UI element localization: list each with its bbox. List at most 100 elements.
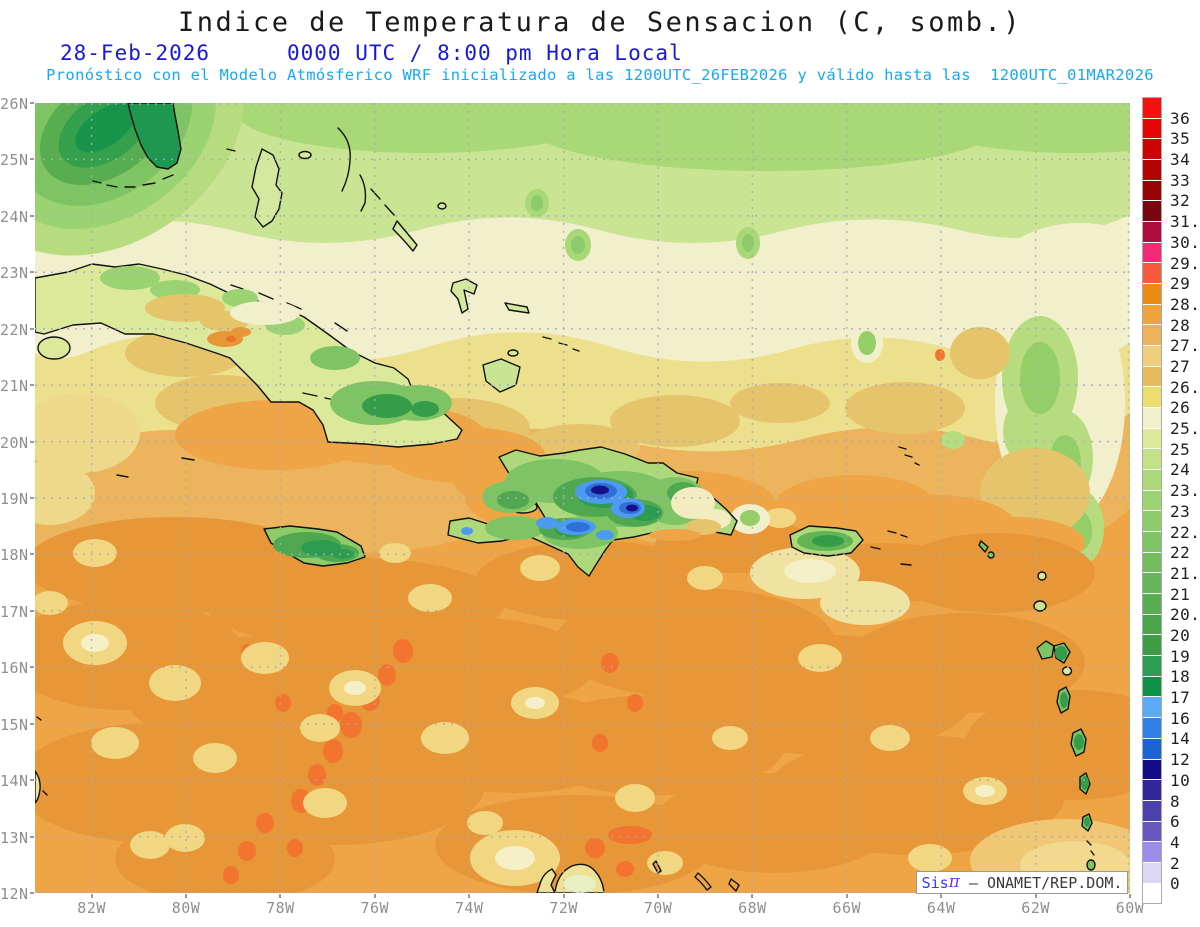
colorbar-tick-label: 23 (1170, 501, 1191, 521)
colorbar-cell (1143, 594, 1161, 615)
colorbar-cell (1143, 325, 1161, 347)
andros-island (251, 148, 283, 228)
colorbar-tick-label: 28.5 (1170, 294, 1200, 314)
colorbar-cell (1143, 428, 1161, 450)
lat-label: 14N (0, 772, 29, 791)
colorbar-tick-label: 26 (1170, 398, 1191, 418)
lon-label: 70W (643, 899, 673, 917)
heat-index-colorbar (1142, 97, 1162, 904)
colorbar-tick-label: 20 (1170, 626, 1191, 645)
colorbar-cell (1143, 635, 1161, 657)
colorbar-tick-label: 8 (1170, 791, 1181, 811)
southwest-pale-patches (35, 393, 140, 525)
colorbar-cell (1143, 387, 1161, 409)
lon-tick (279, 894, 282, 898)
exuma-cays (370, 188, 395, 216)
st-kitts (978, 540, 989, 553)
guajira-coast (536, 868, 557, 893)
lat-label: 21N (0, 377, 29, 396)
colorbar-tick-label: 36 (1170, 108, 1191, 128)
florida-cold-plume (35, 103, 245, 256)
lesser-antilles-terrain (1055, 646, 1090, 827)
bimini (226, 148, 236, 152)
cayman-islands (116, 457, 195, 478)
nevis (987, 551, 995, 559)
colorbar-tick-label: 27.5 (1170, 336, 1200, 356)
colorbar-cell (1143, 180, 1161, 202)
lat-label: 26N (0, 95, 29, 113)
colorbar-cell (1143, 449, 1161, 471)
puerto-rico-terrain (797, 531, 853, 551)
colorbar-cell (1143, 883, 1161, 904)
lat-tick (30, 892, 34, 894)
lon-label: 64W (926, 899, 956, 917)
colorbar-cell (1143, 552, 1161, 574)
colorbar-tick-label: 17 (1170, 688, 1191, 708)
grenada (1086, 859, 1096, 871)
colorbar-cell (1143, 676, 1161, 698)
eleuthera-island (337, 127, 351, 192)
colorbar-tick-label: 0 (1170, 874, 1181, 894)
colorbar-tick-label: 28 (1170, 315, 1191, 335)
new-providence (298, 150, 312, 160)
caribbean-heat-index-map (35, 103, 1130, 893)
colorbar-cell (1143, 532, 1161, 553)
lat-tick (30, 609, 34, 612)
colorbar-cell (1143, 614, 1161, 636)
colorbar-cell (1143, 821, 1161, 843)
lat-label: 22N (0, 320, 29, 339)
lat-tick (30, 666, 34, 669)
lat-label: 18N (0, 546, 29, 565)
colorbar-cell (1143, 263, 1161, 285)
lon-tick (751, 894, 754, 898)
lon-label: 68W (738, 899, 767, 917)
lat-label: 16N (0, 659, 29, 678)
colorbar-cell (1143, 490, 1161, 512)
long-island-bahamas (392, 220, 418, 252)
colorbar-tick-label: 31.5 (1170, 212, 1200, 232)
lat-tick (30, 722, 34, 725)
lon-tick (185, 894, 187, 898)
lat-label: 25N (0, 151, 29, 170)
onamet-watermark: Sis π — ONAMET/REP.DOM. (916, 871, 1128, 894)
northern-leewards (898, 446, 920, 466)
island-terrain (100, 266, 1090, 893)
colorbar-cell (1143, 842, 1161, 863)
colorbar-cell (1143, 697, 1161, 719)
lon-label: 82W (77, 899, 106, 917)
colorbar-tick-label: 34 (1170, 150, 1191, 170)
lon-label: 74W (454, 899, 484, 917)
colorbar-tick-label: 21 (1170, 584, 1191, 604)
lon-label: 78W (266, 899, 295, 917)
crooked-acklins (450, 278, 478, 314)
lon-tick (657, 894, 659, 898)
mayaguana (504, 302, 530, 314)
nicaragua-cay (36, 716, 48, 796)
lon-tick (1129, 894, 1131, 898)
colorbar-tick-label: 2 (1170, 853, 1181, 873)
colorbar-cell (1143, 242, 1161, 264)
lon-tick (940, 894, 943, 898)
barbuda (1037, 571, 1047, 581)
colorbar-tick-label: 32 (1170, 191, 1191, 211)
watermark-dash: — (959, 873, 987, 892)
colorbar-tick-label: 23.5 (1170, 481, 1200, 501)
colorbar-tick-label: 19 (1170, 646, 1191, 666)
lat-label: 17N (0, 602, 29, 621)
colorbar-cell (1143, 346, 1161, 367)
lon-label: 62W (1021, 899, 1050, 917)
colorbar-cell (1143, 222, 1161, 243)
colorbar-cell (1143, 304, 1161, 326)
forecast-model-info: Pronóstico con el Modelo Atmósferico WRF… (46, 66, 1154, 84)
jamaica-terrain (273, 532, 359, 562)
florida-coastline (127, 103, 182, 170)
colorbar-cell (1143, 160, 1161, 181)
page-title: Indice de Temperatura de Sensacion (C, s… (178, 7, 1022, 38)
lat-tick (30, 835, 34, 838)
colorbar-cell (1143, 366, 1161, 388)
colorbar-tick-label: 26.5 (1170, 377, 1200, 397)
colorbar-cell (1143, 780, 1161, 801)
virgin-islands (887, 530, 912, 566)
forecast-time: 0000 UTC / 8:00 pm Hora Local (287, 41, 683, 65)
antigua (1033, 600, 1047, 612)
